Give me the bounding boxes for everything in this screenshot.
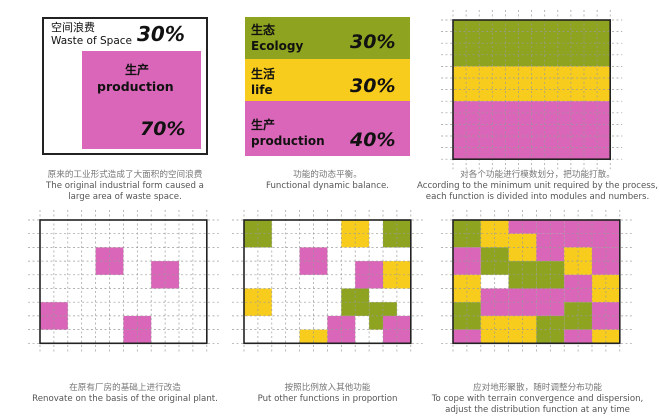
life-percentage: 30% xyxy=(350,75,396,97)
waste-label-en: Waste of Space xyxy=(51,35,132,47)
renovate-function-cell xyxy=(40,302,68,330)
production-percentage: 70% xyxy=(140,118,186,140)
proportion-function-cell xyxy=(383,315,411,344)
life-label-en: life xyxy=(251,83,273,97)
caption-cn: 应对地形聚散，随时调整分布功能 xyxy=(473,383,602,393)
proportion-frame xyxy=(243,219,412,345)
caption-cn: 对各个功能进行模数划分，把功能打散。 xyxy=(460,170,615,180)
life-label-cn: 生活 xyxy=(251,67,276,81)
caption-terrain-adjust: 应对地形聚散，随时调整分布功能 To cope with terrain con… xyxy=(415,383,660,416)
caption-modular-division: 对各个功能进行模数划分，把功能打散。 According to the mini… xyxy=(415,170,660,203)
caption-cn: 在原有厂房的基础上进行改造 xyxy=(69,383,181,393)
scattered-function-cell xyxy=(508,220,537,234)
caption-en-line2: adjust the distribution function at any … xyxy=(445,405,630,415)
caption-cn: 原来的工业形式造成了大面积的空间浪费 xyxy=(47,170,203,180)
modules-frame xyxy=(452,19,611,160)
production-label-cn: 生产 xyxy=(125,63,150,77)
caption-cn: 功能的动态平衡。 xyxy=(293,170,362,180)
production-percentage: 40% xyxy=(350,129,396,151)
caption-en-line2: large area of waste space. xyxy=(68,192,182,202)
waste-percentage: 30% xyxy=(137,22,185,46)
caption-en-line2: each function is divided into modules an… xyxy=(425,192,650,202)
scattered-function-cell xyxy=(592,302,620,330)
caption-en-line1: Renovate on the basis of the original pl… xyxy=(32,394,218,404)
ecology-band xyxy=(245,17,410,59)
caption-original-form: 原来的工业形式造成了大面积的空间浪费 The original industri… xyxy=(20,170,230,203)
proportion-function-cell xyxy=(244,288,272,316)
production-band xyxy=(245,101,410,156)
production-label-en: production xyxy=(97,79,174,94)
caption-renovate-plant: 在原有厂房的基础上进行改造 Renovate on the basis of t… xyxy=(20,383,230,405)
renovate-frame xyxy=(39,219,208,345)
scattered-function-cell xyxy=(480,315,509,344)
waste-label-cn: 空间浪费 xyxy=(51,21,95,34)
scattered-function-cell xyxy=(536,220,565,234)
scattered-function-cell xyxy=(453,302,481,330)
caption-en-line1: According to the minimum unit required b… xyxy=(417,181,658,191)
production-label-en: production xyxy=(251,134,325,148)
production-block xyxy=(82,51,201,149)
caption-cn: 按照比例放入其他功能 xyxy=(284,383,371,393)
ecology-percentage: 30% xyxy=(350,31,396,53)
life-band xyxy=(245,59,410,101)
caption-en-line1: Functional dynamic balance. xyxy=(266,181,389,191)
production-label-cn: 生产 xyxy=(251,118,276,132)
ecology-label-en: Ecology xyxy=(251,39,304,53)
scattered-frame xyxy=(452,219,621,345)
ecology-label-cn: 生态 xyxy=(251,23,276,37)
caption-proportion: 按照比例放入其他功能 Put other functions in propor… xyxy=(220,383,435,405)
caption-en-line1: Put other functions in proportion xyxy=(257,394,398,404)
caption-functional-balance: 功能的动态平衡。 Functional dynamic balance. xyxy=(220,170,435,192)
caption-en-line1: To cope with terrain convergence and dis… xyxy=(431,394,644,404)
caption-en-line1: The original industrial form caused a xyxy=(46,181,204,191)
scattered-function-cell xyxy=(480,288,509,316)
